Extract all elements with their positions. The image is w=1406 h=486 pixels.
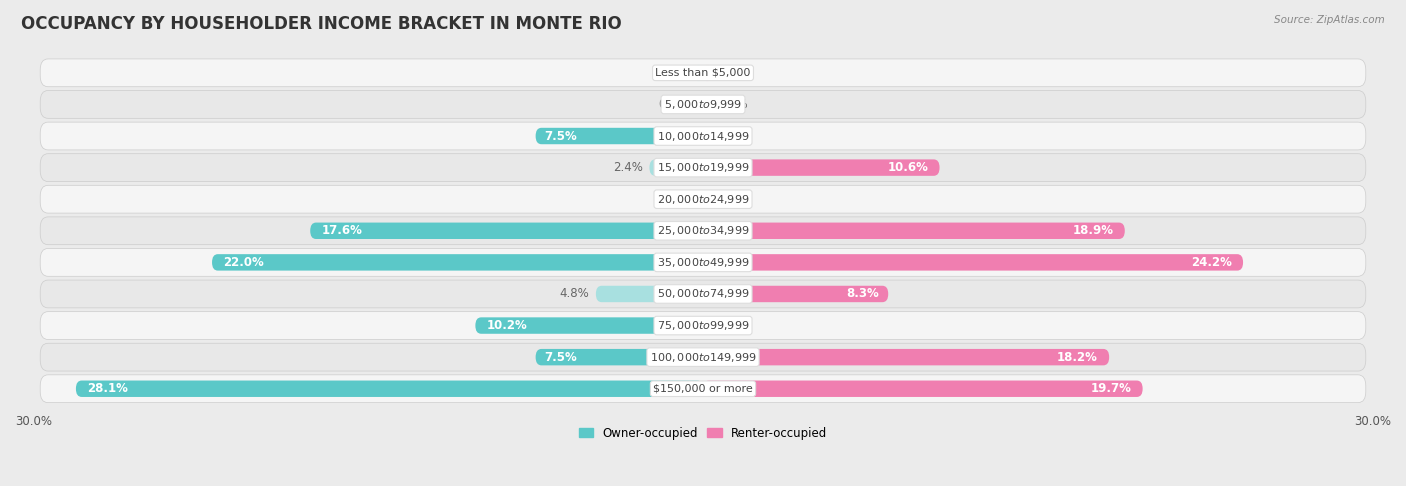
Text: 22.0%: 22.0%: [224, 256, 264, 269]
FancyBboxPatch shape: [41, 217, 1365, 244]
FancyBboxPatch shape: [650, 159, 703, 176]
Text: 0.0%: 0.0%: [718, 98, 748, 111]
FancyBboxPatch shape: [41, 375, 1365, 402]
Text: 0.0%: 0.0%: [658, 66, 688, 79]
FancyBboxPatch shape: [536, 128, 703, 144]
Text: 4.8%: 4.8%: [560, 288, 589, 300]
FancyBboxPatch shape: [703, 381, 1143, 397]
Text: 0.0%: 0.0%: [718, 129, 748, 142]
FancyBboxPatch shape: [41, 122, 1365, 150]
Text: 0.0%: 0.0%: [718, 319, 748, 332]
FancyBboxPatch shape: [212, 254, 703, 271]
Text: $75,000 to $99,999: $75,000 to $99,999: [657, 319, 749, 332]
Text: 2.4%: 2.4%: [613, 161, 643, 174]
Legend: Owner-occupied, Renter-occupied: Owner-occupied, Renter-occupied: [574, 422, 832, 444]
FancyBboxPatch shape: [703, 96, 711, 113]
Text: $50,000 to $74,999: $50,000 to $74,999: [657, 288, 749, 300]
Text: 0.0%: 0.0%: [658, 98, 688, 111]
FancyBboxPatch shape: [41, 343, 1365, 371]
FancyBboxPatch shape: [703, 254, 1243, 271]
Text: 10.6%: 10.6%: [887, 161, 928, 174]
Text: 19.7%: 19.7%: [1091, 382, 1132, 395]
FancyBboxPatch shape: [475, 317, 703, 334]
FancyBboxPatch shape: [695, 65, 703, 81]
Text: 0.0%: 0.0%: [658, 192, 688, 206]
Text: Less than $5,000: Less than $5,000: [655, 68, 751, 78]
FancyBboxPatch shape: [695, 191, 703, 208]
Text: 28.1%: 28.1%: [87, 382, 128, 395]
Text: Source: ZipAtlas.com: Source: ZipAtlas.com: [1274, 15, 1385, 25]
FancyBboxPatch shape: [703, 349, 1109, 365]
FancyBboxPatch shape: [41, 59, 1365, 87]
Text: $150,000 or more: $150,000 or more: [654, 384, 752, 394]
FancyBboxPatch shape: [41, 312, 1365, 339]
FancyBboxPatch shape: [703, 128, 711, 144]
Text: 7.5%: 7.5%: [544, 351, 578, 364]
FancyBboxPatch shape: [695, 96, 703, 113]
Text: 0.0%: 0.0%: [718, 192, 748, 206]
Text: 8.3%: 8.3%: [846, 288, 879, 300]
Text: 18.9%: 18.9%: [1073, 224, 1114, 237]
Text: 17.6%: 17.6%: [322, 224, 363, 237]
FancyBboxPatch shape: [41, 248, 1365, 276]
Text: $25,000 to $34,999: $25,000 to $34,999: [657, 224, 749, 237]
Text: OCCUPANCY BY HOUSEHOLDER INCOME BRACKET IN MONTE RIO: OCCUPANCY BY HOUSEHOLDER INCOME BRACKET …: [21, 15, 621, 33]
Text: $20,000 to $24,999: $20,000 to $24,999: [657, 192, 749, 206]
Text: 7.5%: 7.5%: [544, 129, 578, 142]
Text: 10.2%: 10.2%: [486, 319, 527, 332]
FancyBboxPatch shape: [76, 381, 703, 397]
Text: $10,000 to $14,999: $10,000 to $14,999: [657, 129, 749, 142]
Text: $100,000 to $149,999: $100,000 to $149,999: [650, 351, 756, 364]
FancyBboxPatch shape: [703, 286, 889, 302]
FancyBboxPatch shape: [703, 223, 1125, 239]
FancyBboxPatch shape: [536, 349, 703, 365]
FancyBboxPatch shape: [41, 185, 1365, 213]
FancyBboxPatch shape: [311, 223, 703, 239]
FancyBboxPatch shape: [41, 90, 1365, 118]
FancyBboxPatch shape: [41, 154, 1365, 181]
FancyBboxPatch shape: [41, 280, 1365, 308]
Text: $5,000 to $9,999: $5,000 to $9,999: [664, 98, 742, 111]
FancyBboxPatch shape: [703, 191, 711, 208]
Text: 18.2%: 18.2%: [1057, 351, 1098, 364]
Text: 24.2%: 24.2%: [1191, 256, 1232, 269]
Text: $15,000 to $19,999: $15,000 to $19,999: [657, 161, 749, 174]
FancyBboxPatch shape: [703, 159, 939, 176]
FancyBboxPatch shape: [703, 317, 711, 334]
Text: $35,000 to $49,999: $35,000 to $49,999: [657, 256, 749, 269]
FancyBboxPatch shape: [596, 286, 703, 302]
Text: 0.0%: 0.0%: [718, 66, 748, 79]
FancyBboxPatch shape: [703, 65, 711, 81]
